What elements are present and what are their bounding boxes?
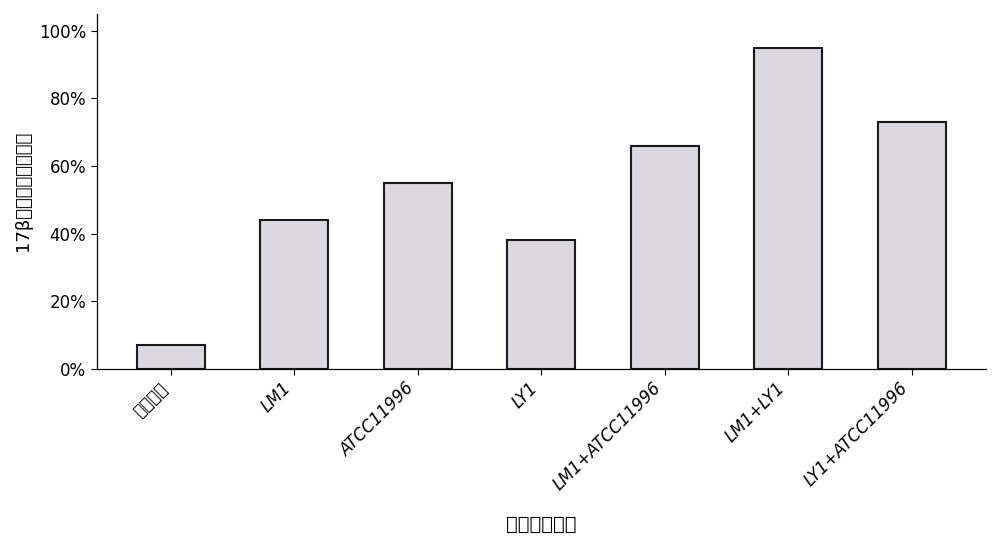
Bar	[260, 220, 328, 369]
X-axis label: 单一或混合菌: 单一或混合菌	[506, 515, 577, 534]
Bar	[384, 183, 452, 369]
Bar	[507, 241, 575, 369]
Bar	[631, 146, 699, 369]
Bar	[878, 122, 946, 369]
Bar	[754, 48, 822, 369]
Bar	[137, 345, 205, 369]
Y-axis label: 17β－雌二醇的降解率: 17β－雌二醇的降解率	[14, 131, 32, 252]
